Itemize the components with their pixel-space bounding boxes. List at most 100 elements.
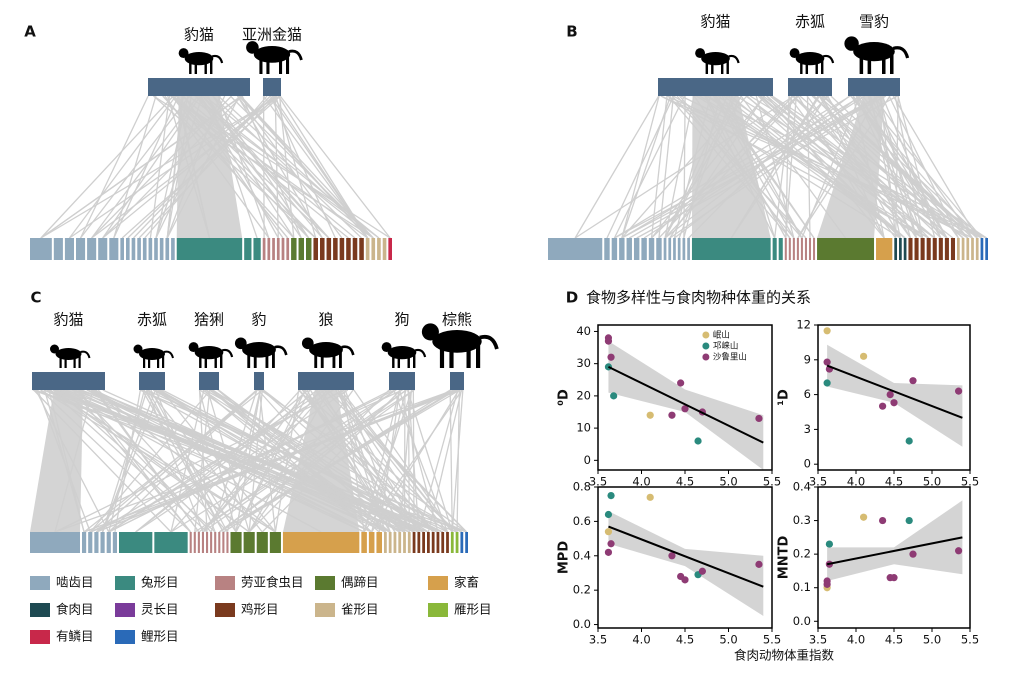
link	[89, 389, 403, 533]
prey-segment	[230, 532, 242, 553]
y-tick-label: 3	[804, 422, 811, 436]
x-tick-label: 5.5	[763, 633, 781, 647]
link	[204, 389, 463, 533]
link	[135, 389, 318, 533]
predator-bar	[199, 372, 219, 390]
links	[30, 389, 468, 533]
link	[68, 95, 177, 239]
prey-segment	[197, 532, 200, 553]
prey-segment	[899, 238, 902, 260]
predator-name: 赤狐	[795, 13, 825, 31]
prey-segment	[441, 532, 445, 553]
prey-segment	[422, 532, 425, 553]
animal-leg	[266, 57, 270, 74]
animal-leg	[157, 356, 160, 368]
point	[905, 516, 913, 525]
x-tick-label: 4.0	[847, 475, 865, 489]
animal-leg	[815, 60, 818, 74]
point	[681, 405, 689, 413]
prey-segment	[112, 532, 117, 553]
point	[823, 358, 831, 366]
prey-segment	[971, 238, 974, 260]
link	[198, 389, 208, 533]
link	[788, 95, 897, 239]
predator-bar	[658, 78, 773, 96]
link	[194, 389, 211, 533]
animal-icon	[133, 344, 174, 368]
legend-label: 劳亚食虫目	[241, 575, 304, 590]
prey-segment	[788, 238, 791, 260]
link	[821, 95, 885, 239]
prey-segment	[365, 238, 370, 260]
prey-segment	[772, 238, 777, 260]
link	[888, 95, 959, 239]
link	[171, 95, 289, 239]
prey-segment	[460, 532, 464, 553]
point	[823, 580, 831, 588]
panel-title: 食物多样性与食肉物种体重的关系	[586, 289, 811, 307]
x-tick-label: 4.5	[885, 475, 903, 489]
link	[664, 95, 850, 239]
predator-name: 豹猫	[184, 26, 214, 44]
link	[721, 95, 803, 239]
legend-label: 鸡形目	[241, 602, 279, 617]
confidence-band	[827, 500, 963, 581]
prey-segment	[339, 238, 345, 260]
point	[610, 392, 618, 400]
x-tick-label: 5.0	[923, 633, 941, 647]
legend-label: 家畜	[454, 575, 479, 590]
prey-segment	[792, 238, 795, 260]
animal-head	[178, 48, 189, 59]
animal-body	[853, 42, 895, 62]
animal-leg	[78, 356, 81, 368]
prey-segment	[388, 238, 392, 260]
animal-leg	[272, 352, 275, 368]
prey-segment	[668, 238, 672, 260]
prey-segment	[206, 532, 209, 553]
animal-leg	[199, 354, 202, 368]
legend-label: 岷山	[713, 330, 730, 341]
animal-body	[701, 52, 730, 66]
animal-leg	[253, 352, 257, 368]
link	[850, 95, 978, 239]
link	[664, 95, 742, 239]
animal-leg	[265, 352, 269, 368]
animal-body	[309, 342, 343, 358]
link	[651, 95, 798, 239]
prey-segment	[222, 532, 225, 553]
predator-bar	[139, 372, 165, 390]
link	[621, 95, 862, 239]
prey-segment	[427, 532, 430, 553]
link	[135, 389, 309, 533]
animal-body	[253, 46, 291, 63]
point	[681, 576, 689, 584]
link	[166, 95, 240, 239]
link	[666, 95, 987, 239]
prey-segment	[398, 532, 402, 553]
prey-segment	[244, 238, 252, 260]
prey-segment	[611, 238, 618, 260]
legend-label: 灵长目	[141, 602, 179, 617]
prey-segment	[384, 532, 387, 553]
predator-bar	[450, 372, 464, 390]
link	[162, 95, 295, 239]
animal-head	[695, 48, 706, 59]
prey-segment	[352, 238, 358, 260]
point	[886, 391, 894, 399]
link	[272, 95, 369, 239]
prey-segment	[648, 238, 655, 260]
y-tick-label: 0.0	[793, 614, 811, 628]
prey-segment	[346, 238, 351, 260]
prey-segment	[813, 238, 816, 260]
prey-segment	[53, 238, 63, 260]
prey-segment	[94, 532, 99, 553]
animal-leg	[882, 54, 886, 74]
point	[909, 550, 917, 558]
y-axis-label: ¹D	[777, 389, 792, 406]
link	[108, 389, 257, 533]
trend-line	[826, 536, 963, 566]
y-tick-label: 0	[804, 457, 811, 471]
link-wedge	[30, 390, 84, 532]
prey-segment	[193, 532, 196, 553]
